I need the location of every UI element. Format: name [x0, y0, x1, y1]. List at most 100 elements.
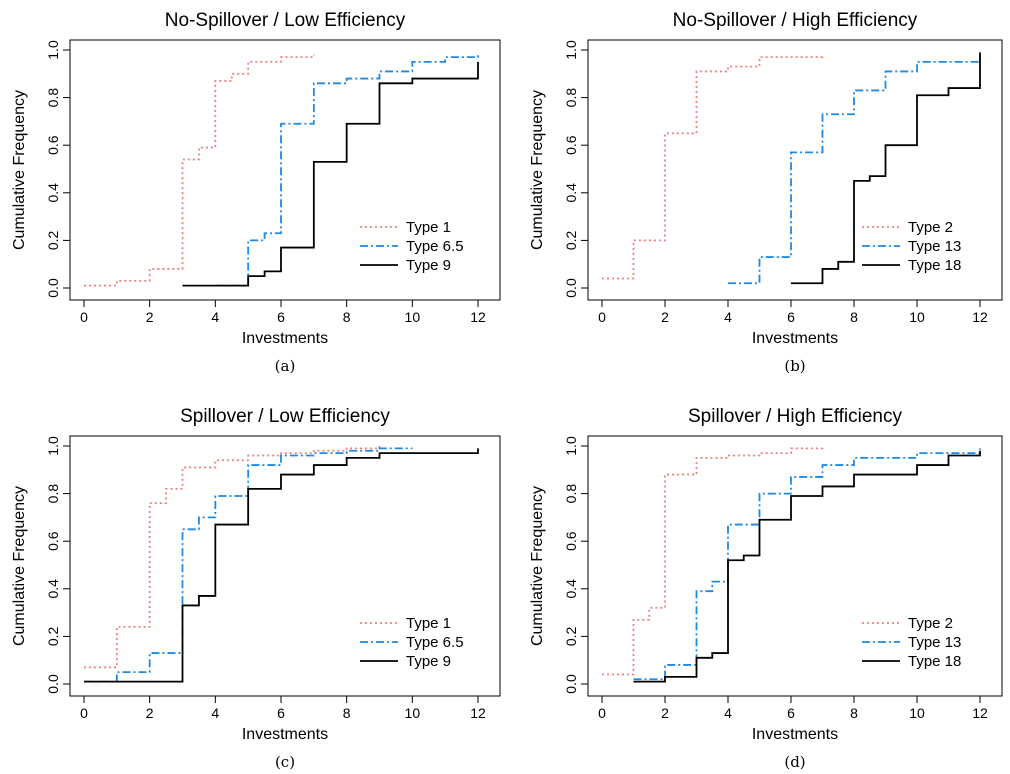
- x-tick-label: 8: [343, 705, 351, 721]
- legend-entry: Type 9: [406, 653, 451, 670]
- series-line-1: [84, 446, 381, 669]
- x-tick-label: 6: [277, 309, 285, 325]
- x-tick-label: 12: [972, 705, 988, 721]
- y-tick-label: 0.4: [45, 183, 61, 203]
- x-tick-label: 4: [211, 309, 219, 325]
- legend-entry: Type 9: [406, 257, 451, 274]
- y-tick-label: 0.8: [45, 484, 61, 504]
- x-tick-label: 8: [850, 705, 858, 721]
- legend-entry: Type 18: [908, 653, 961, 670]
- legend-entry: Type 18: [908, 257, 961, 274]
- x-tick-label: 12: [470, 705, 486, 721]
- panel-caption: (d): [784, 753, 805, 771]
- y-tick-label: 1.0: [45, 40, 61, 60]
- y-tick-label: 0.4: [563, 183, 579, 203]
- series-line-3: [633, 450, 981, 683]
- y-tick-label: 0.6: [563, 135, 579, 155]
- y-tick-label: 0.4: [563, 579, 579, 599]
- y-tick-label: 1.0: [45, 436, 61, 456]
- series-line-2: [633, 448, 981, 681]
- legend-entry: Type 1: [406, 219, 451, 236]
- legend-entry: Type 6.5: [406, 634, 464, 651]
- x-tick-label: 0: [80, 309, 88, 325]
- x-tick-label: 0: [598, 705, 606, 721]
- x-tick-label: 4: [211, 705, 219, 721]
- y-tick-label: 0.6: [45, 531, 61, 551]
- y-tick-label: 0.6: [563, 531, 579, 551]
- y-axis-label: Cumulative Frequency: [11, 486, 28, 646]
- panel-caption: (b): [784, 357, 805, 375]
- x-tick-label: 10: [405, 705, 421, 721]
- y-axis-label: Cumulative Frequency: [529, 90, 546, 250]
- chart-panel-3: Spillover / Low Efficiency 0 2 4 6 8 10 12 0.0 0.…: [11, 406, 501, 771]
- chart-panel-2: No-Spillover / High Efficiency 0 2 4 6 8 10 12 0…: [529, 10, 1003, 375]
- x-tick-label: 0: [80, 705, 88, 721]
- legend-entry: Type 6.5: [406, 238, 464, 255]
- x-axis-label: Investments: [242, 330, 328, 347]
- x-tick-label: 12: [470, 309, 486, 325]
- x-tick-label: 2: [146, 705, 154, 721]
- x-tick-label: 4: [724, 309, 732, 325]
- x-axis-label: Investments: [752, 726, 838, 743]
- x-tick-label: 8: [850, 309, 858, 325]
- x-tick-label: 10: [909, 705, 925, 721]
- y-tick-label: 0.0: [45, 278, 61, 298]
- x-tick-label: 2: [146, 309, 154, 325]
- y-tick-label: 0.2: [563, 626, 579, 646]
- x-tick-label: 6: [277, 705, 285, 721]
- y-tick-label: 0.8: [563, 484, 579, 504]
- x-tick-label: 8: [343, 309, 351, 325]
- x-tick-label: 12: [972, 309, 988, 325]
- chart-panel-1: No-Spillover / Low Efficiency 0 2 4 6 8 10 12 0.…: [11, 10, 501, 375]
- x-tick-label: 4: [724, 705, 732, 721]
- y-tick-label: 1.0: [563, 436, 579, 456]
- y-axis-label: Cumulative Frequency: [11, 90, 28, 250]
- y-tick-label: 1.0: [563, 40, 579, 60]
- plot-frame: [69, 435, 501, 697]
- panel-caption: (c): [275, 753, 295, 771]
- series-line-2: [728, 57, 981, 285]
- x-tick-label: 10: [909, 309, 925, 325]
- legend-entry: Type 13: [908, 238, 961, 255]
- y-tick-label: 0.8: [45, 88, 61, 108]
- y-tick-label: 0.2: [45, 626, 61, 646]
- series-line-3: [182, 61, 479, 287]
- series-line-1: [84, 54, 315, 287]
- y-tick-label: 0.0: [563, 278, 579, 298]
- y-tick-label: 0.2: [45, 230, 61, 250]
- legend-entry: Type 13: [908, 634, 961, 651]
- x-tick-label: 2: [661, 705, 669, 721]
- x-tick-label: 6: [787, 705, 795, 721]
- chart-title: Spillover / Low Efficiency: [180, 406, 390, 427]
- legend-entry: Type 2: [908, 615, 953, 632]
- x-tick-label: 2: [661, 309, 669, 325]
- y-tick-label: 0.4: [45, 579, 61, 599]
- legend-entry: Type 2: [908, 219, 953, 236]
- chart-title: Spillover / High Efficiency: [688, 406, 903, 427]
- plot-frame: [587, 435, 1003, 697]
- series-line-1: [602, 54, 824, 280]
- plot-frame: [69, 39, 501, 301]
- x-tick-label: 10: [405, 309, 421, 325]
- plot-frame: [587, 39, 1003, 301]
- x-axis-label: Investments: [242, 726, 328, 743]
- legend-entry: Type 1: [406, 615, 451, 632]
- chart-title: No-Spillover / Low Efficiency: [165, 10, 406, 31]
- series-line-2: [84, 447, 413, 683]
- x-tick-label: 0: [598, 309, 606, 325]
- series-line-3: [84, 448, 479, 683]
- x-tick-label: 6: [787, 309, 795, 325]
- y-tick-label: 0.2: [563, 230, 579, 250]
- panel-caption: (a): [275, 357, 296, 375]
- y-tick-label: 0.0: [45, 674, 61, 694]
- x-axis-label: Investments: [752, 330, 838, 347]
- y-tick-label: 0.8: [563, 88, 579, 108]
- y-axis-label: Cumulative Frequency: [529, 486, 546, 646]
- series-line-2: [215, 54, 479, 287]
- series-line-3: [791, 52, 981, 285]
- y-tick-label: 0.0: [563, 674, 579, 694]
- chart-title: No-Spillover / High Efficiency: [673, 10, 918, 31]
- series-line-1: [602, 446, 824, 676]
- chart-panel-4: Spillover / High Efficiency 0 2 4 6 8 10 12 0.0 0…: [529, 406, 1003, 771]
